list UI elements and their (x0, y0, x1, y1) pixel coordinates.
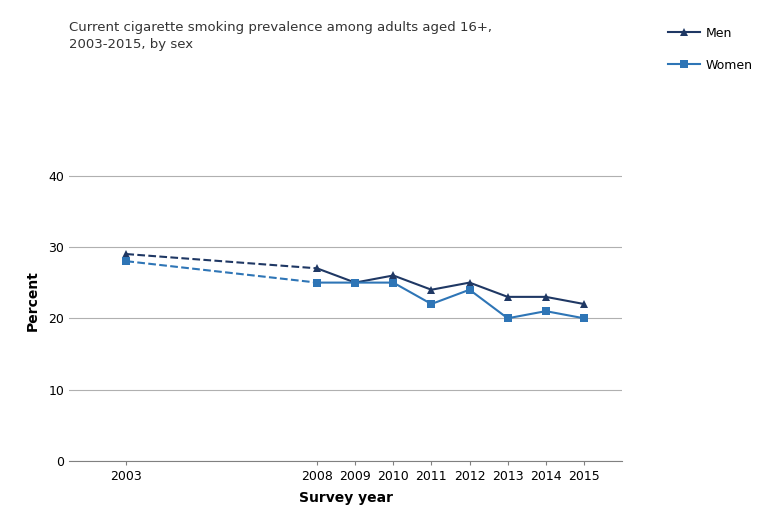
Text: Current cigarette smoking prevalence among adults aged 16+,
2003-2015, by sex: Current cigarette smoking prevalence amo… (69, 21, 492, 51)
Legend: Men, Women: Men, Women (664, 22, 758, 77)
Y-axis label: Percent: Percent (26, 270, 40, 331)
X-axis label: Survey year: Survey year (299, 492, 392, 506)
